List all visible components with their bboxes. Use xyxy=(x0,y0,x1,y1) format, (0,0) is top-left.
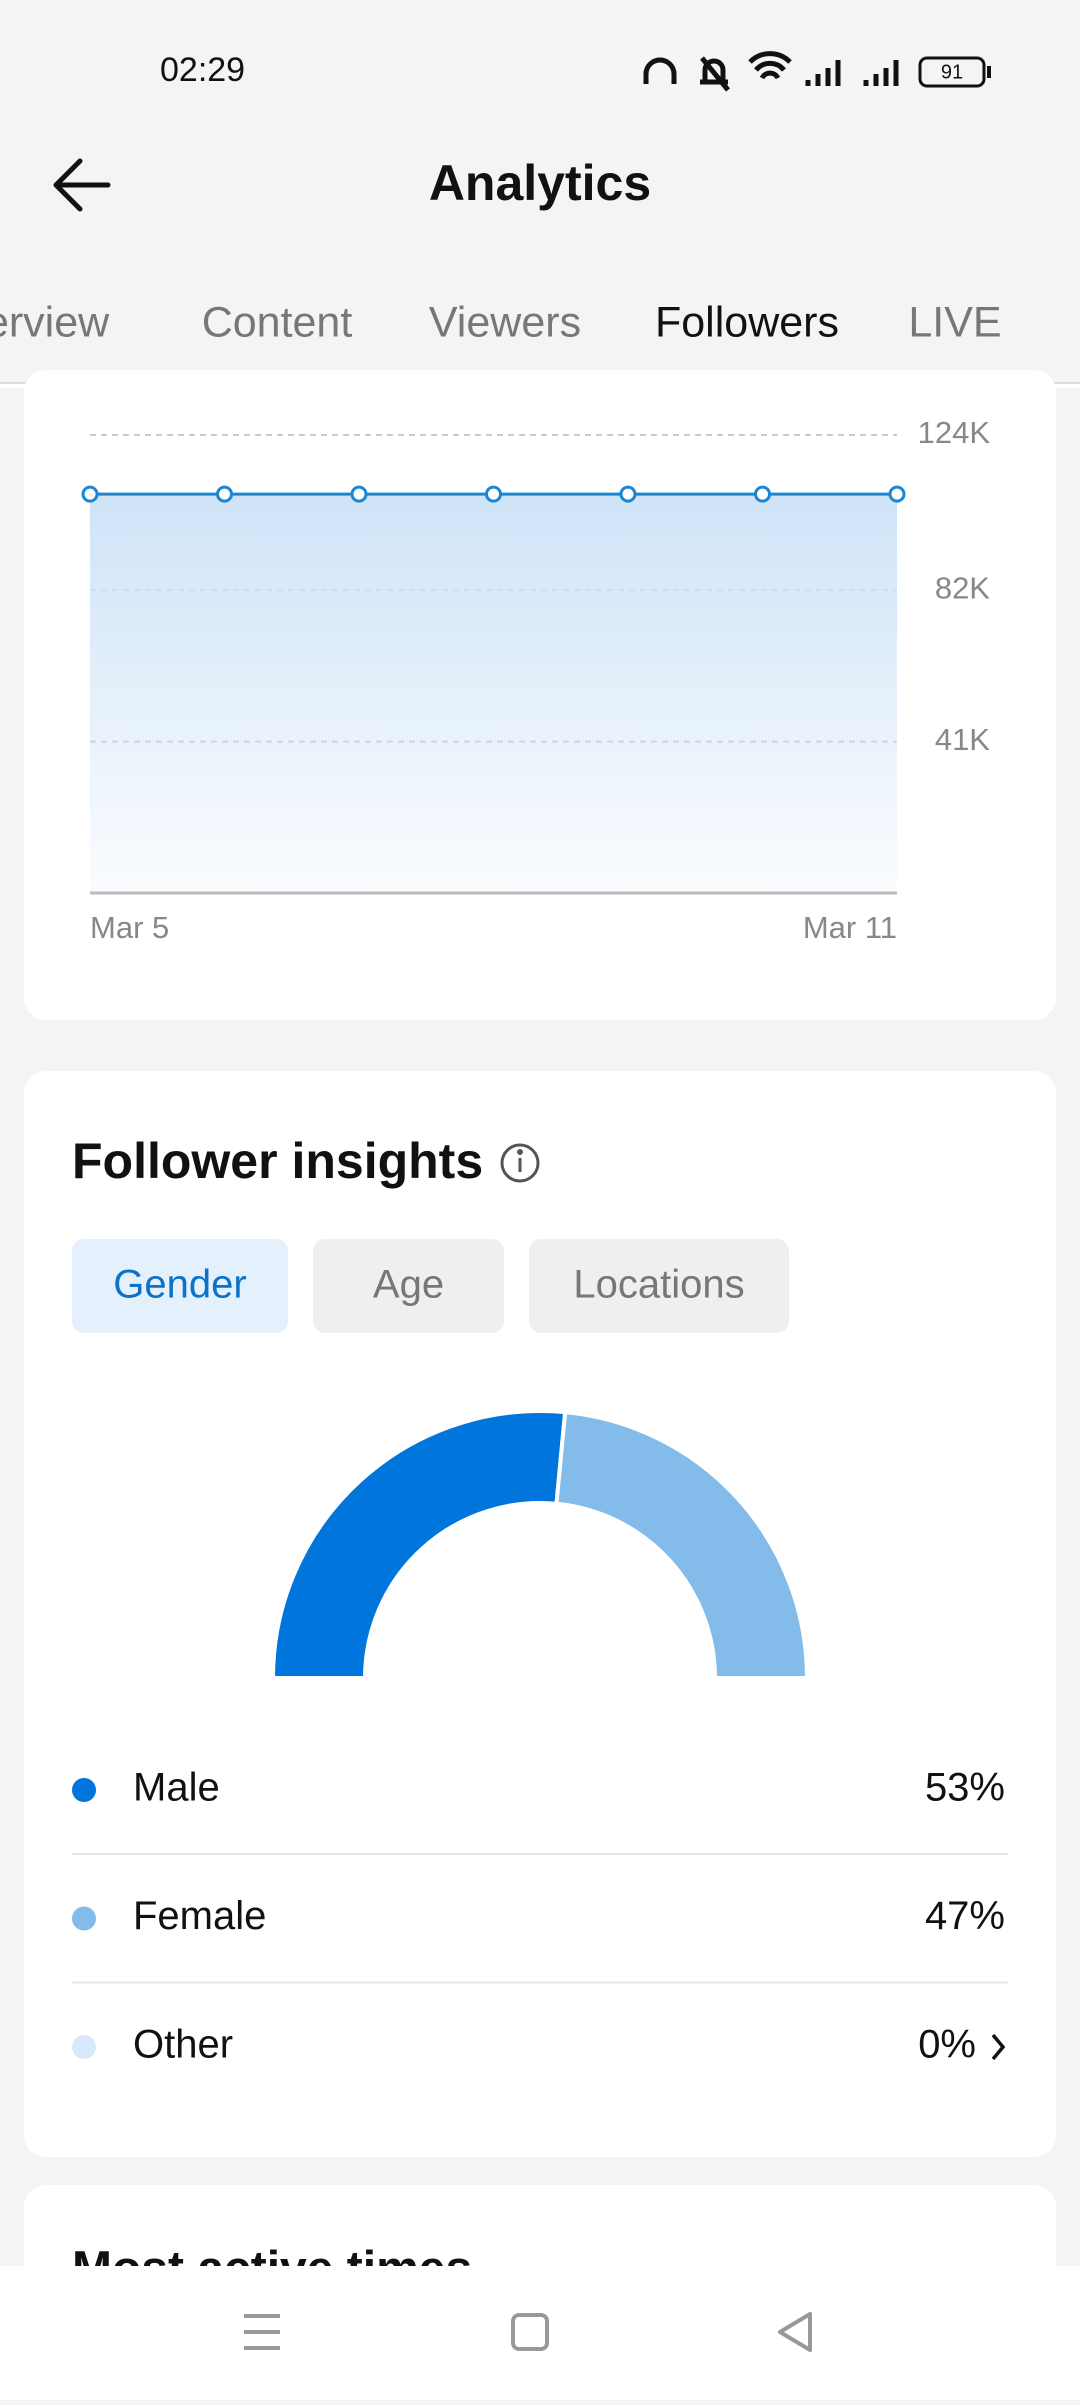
filter-pill[interactable] xyxy=(529,1239,789,1333)
info-icon[interactable] xyxy=(500,1143,540,1183)
point xyxy=(619,485,637,503)
pie-slice xyxy=(554,1409,810,1680)
point xyxy=(754,485,771,503)
legend-value: 0% xyxy=(918,2023,976,2067)
filter-label[interactable]: Locations xyxy=(573,1263,744,1307)
nav-bar xyxy=(0,2266,1080,2400)
y-tick-label: 41K xyxy=(935,722,990,757)
insights-card xyxy=(24,1071,1056,2157)
legend-dot xyxy=(72,1778,96,1802)
filter-pill[interactable] xyxy=(313,1239,504,1333)
filter-pill[interactable] xyxy=(72,1239,288,1333)
insights-title: Follower insights xyxy=(72,1133,483,1189)
legend-value: 47% xyxy=(925,1894,1005,1938)
tab[interactable]: Viewers xyxy=(429,298,581,346)
pie-slice xyxy=(270,1409,568,1680)
card-top xyxy=(0,384,1080,388)
nav-back[interactable] xyxy=(778,2312,812,2352)
y-tick-label: 124K xyxy=(918,415,991,450)
legend-value: 53% xyxy=(925,1766,1005,1810)
legend-dot xyxy=(72,1906,96,1931)
point xyxy=(350,485,368,503)
status-icons xyxy=(643,51,991,92)
chevron[interactable] xyxy=(991,2033,1006,2061)
filter-pills: Gender Age Locations xyxy=(72,1239,789,1333)
point xyxy=(81,485,99,503)
x-tick-label: Mar 11 xyxy=(803,910,897,945)
point xyxy=(888,485,906,503)
area-fill xyxy=(90,494,897,893)
tab[interactable]: LIVE xyxy=(908,298,1001,346)
filter-label[interactable]: Age xyxy=(373,1263,444,1307)
area-chart: 41K 82K 124K Mar 5 Mar 11 xyxy=(81,415,991,945)
x-tick-label: Mar 5 xyxy=(90,910,169,945)
legend-label: Male xyxy=(133,1766,220,1810)
status-time: 02:29 xyxy=(160,51,245,89)
filter-label[interactable]: Gender xyxy=(113,1263,246,1307)
tab[interactable]: Content xyxy=(202,298,353,346)
nav-home[interactable] xyxy=(511,2313,549,2351)
tab[interactable]: Overview xyxy=(0,298,110,346)
back-button[interactable] xyxy=(53,158,111,212)
tab-bar: Overview Content Viewers Followers LIVE xyxy=(0,298,1002,380)
legend-label: Female xyxy=(133,1894,266,1938)
gender-chart: Male 53% Female 47% Other 0% xyxy=(72,1409,1008,2067)
y-tick-label: 82K xyxy=(935,570,990,605)
legend-dot xyxy=(72,2035,96,2059)
page-title: Analytics xyxy=(429,155,651,211)
battery-level: 91 xyxy=(941,61,963,83)
point xyxy=(216,485,233,503)
tab[interactable]: Followers xyxy=(655,298,839,346)
legend-label: Other xyxy=(133,2023,233,2067)
nav-menu[interactable] xyxy=(244,2314,280,2350)
point xyxy=(485,485,502,503)
